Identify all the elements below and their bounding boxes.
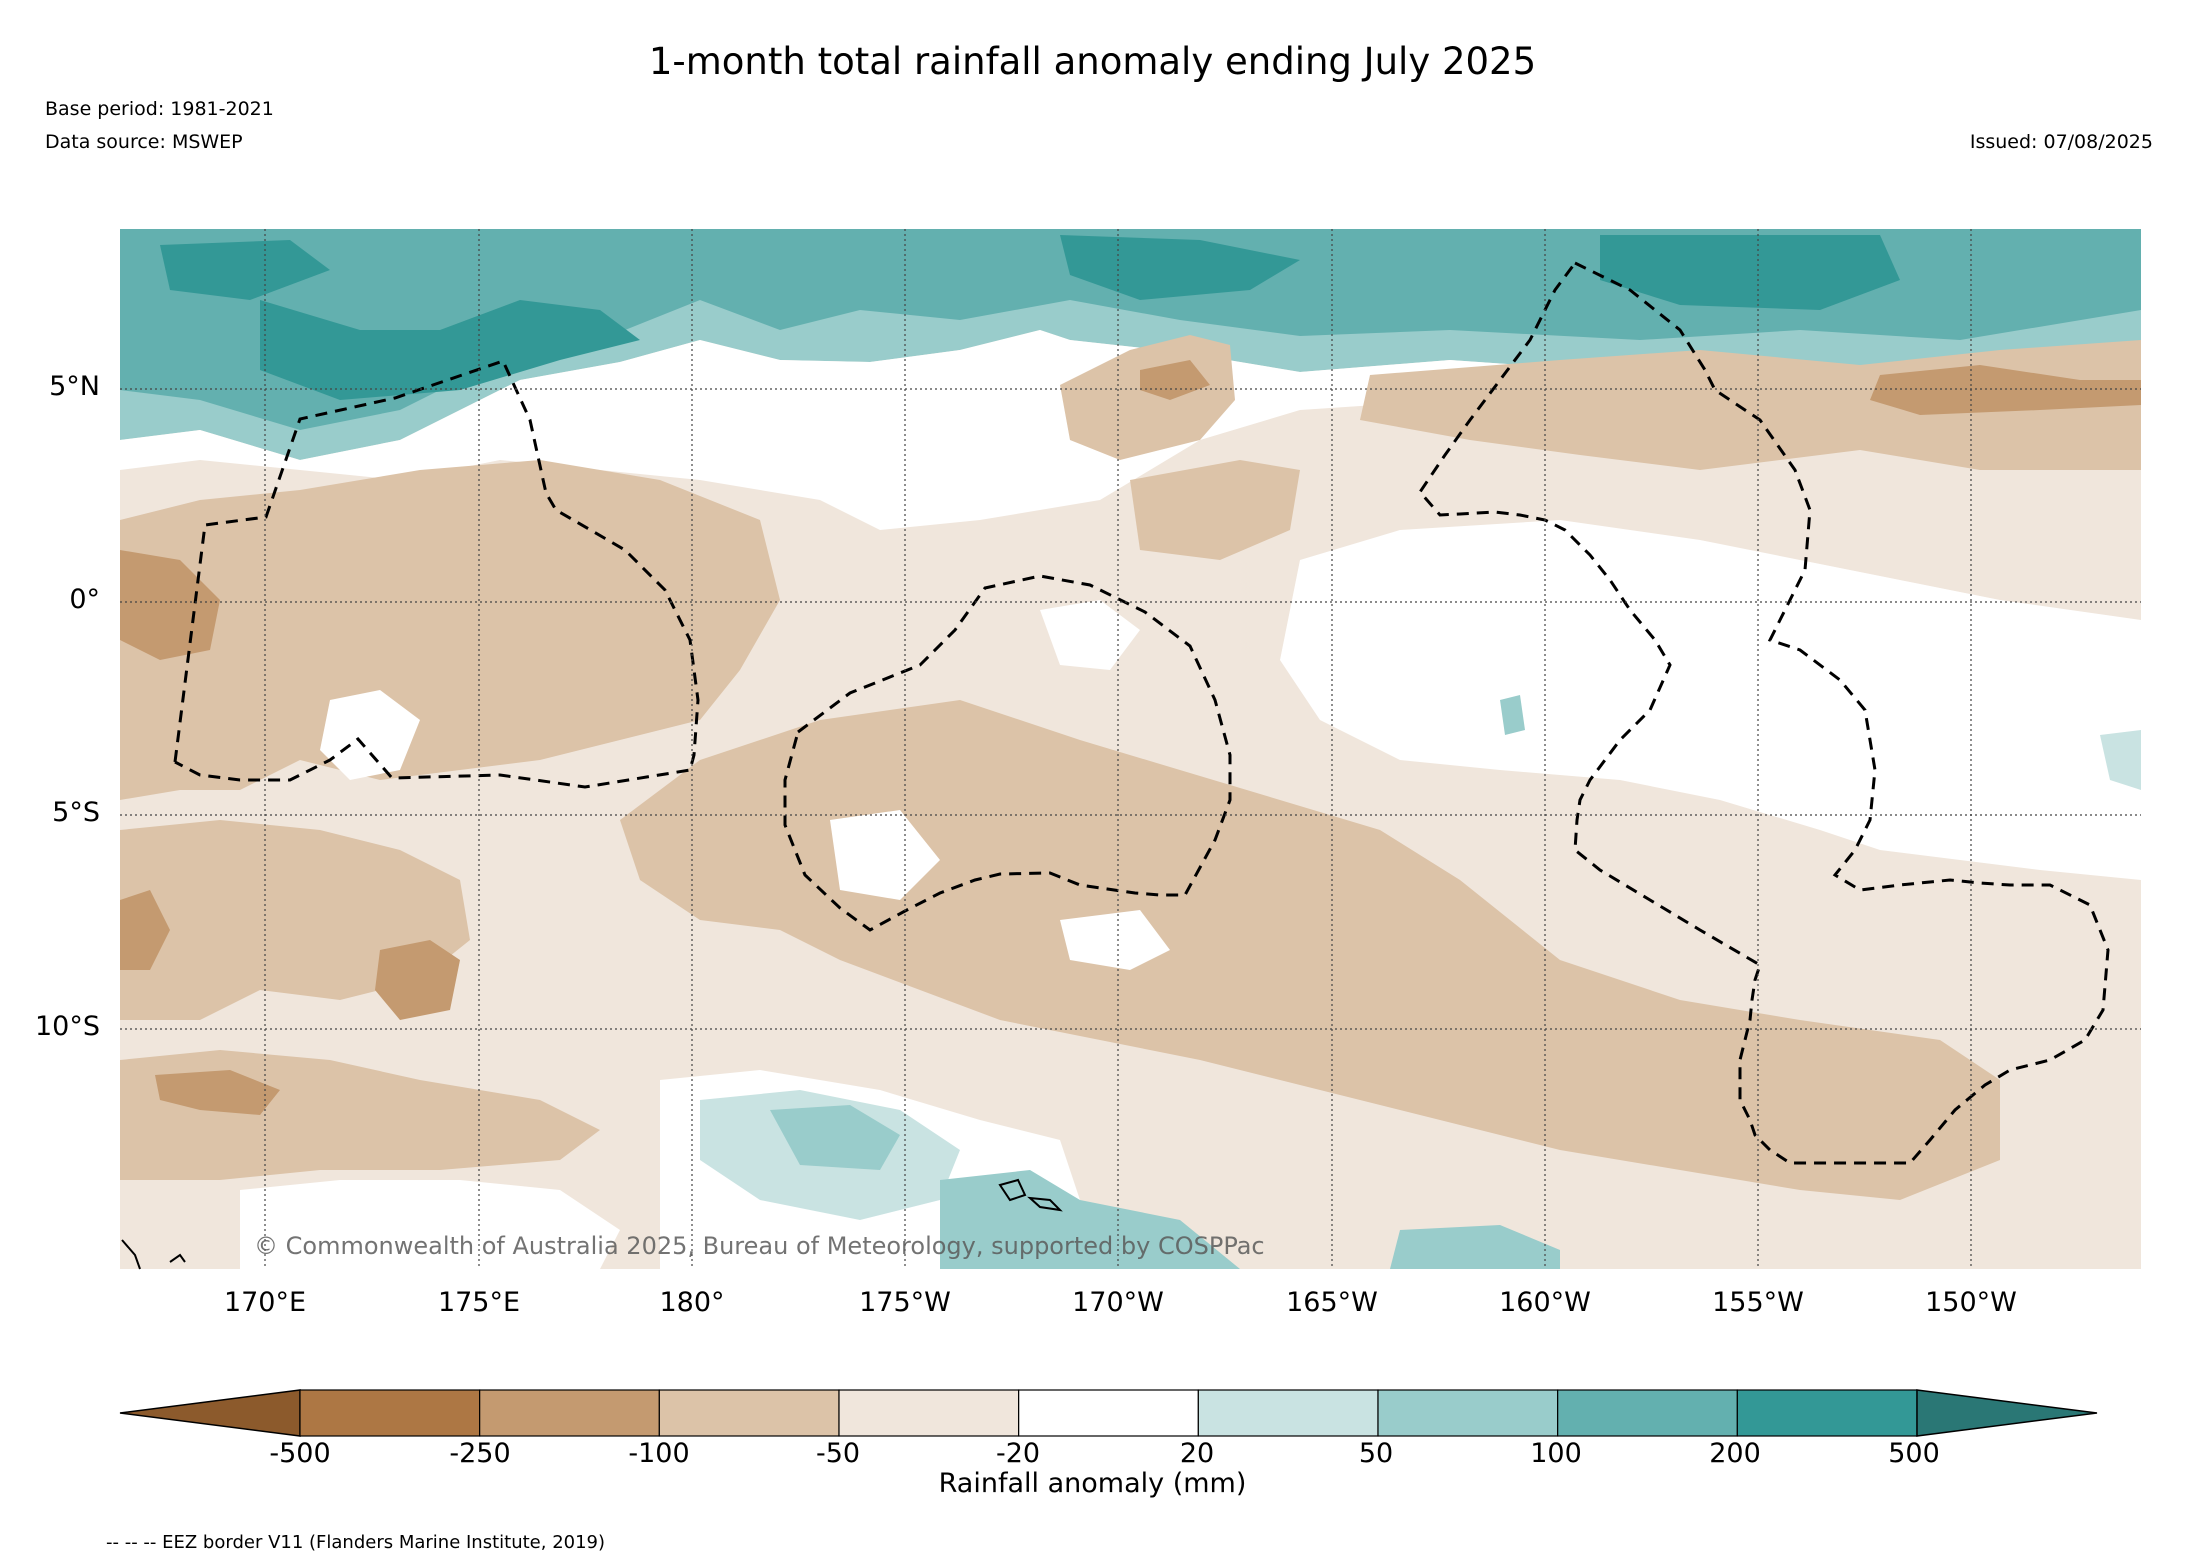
dry-core-southwest bbox=[120, 890, 170, 970]
colorbar-extend-high bbox=[1916, 1389, 2098, 1437]
lon-label-180: 180° bbox=[659, 1287, 725, 1318]
island-outlines bbox=[121, 1178, 1063, 1270]
eez-borders bbox=[173, 261, 2110, 1165]
lon-label-170e: 170°E bbox=[223, 1287, 307, 1318]
island-tuvalu bbox=[169, 1253, 186, 1263]
copyright-notice: © Commonwealth of Australia 2025, Bureau… bbox=[254, 1232, 1265, 1260]
dry-patch-north-3 bbox=[1140, 360, 1210, 400]
eez-footnote: -- -- -- EEZ border V11 (Flanders Marine… bbox=[106, 1532, 606, 1553]
map-gridlines bbox=[120, 229, 2141, 1269]
lat-label-5s: 5°S bbox=[52, 797, 100, 828]
base-period: Base period: 1981-2021 bbox=[45, 98, 274, 120]
colorbar-segment bbox=[1197, 1389, 1379, 1437]
lon-label-150w: 150°W bbox=[1925, 1287, 2017, 1318]
colorbar-tick: 100 bbox=[1530, 1438, 1582, 1469]
colorbar-tick: 200 bbox=[1709, 1438, 1761, 1469]
dry-diagonal-central bbox=[620, 700, 2000, 1200]
data-source: Data source: MSWEP bbox=[45, 131, 243, 153]
neutral-hole-1 bbox=[1040, 600, 1140, 670]
island-samoa-1 bbox=[998, 1178, 1027, 1202]
colorbar-title: Rainfall anomaly (mm) bbox=[938, 1468, 1247, 1499]
neutral-hole-3 bbox=[830, 810, 940, 900]
wet-patch-south-1b bbox=[770, 1105, 900, 1170]
colorbar-segment bbox=[1377, 1389, 1559, 1437]
lat-label-5n: 5°N bbox=[49, 371, 100, 402]
colorbar-segment bbox=[1736, 1389, 1918, 1437]
colorbar-tick: 500 bbox=[1888, 1438, 1940, 1469]
island-samoa-2 bbox=[1027, 1196, 1063, 1212]
dry-core-west-2 bbox=[375, 940, 460, 1020]
dry-core-west bbox=[120, 550, 220, 660]
colorbar-tick: -50 bbox=[815, 1438, 861, 1469]
eez-border-kiribati-gilberts bbox=[173, 359, 700, 789]
wet-patch-south-2 bbox=[940, 1170, 1240, 1269]
wet-band-north-core-east2 bbox=[1600, 235, 1900, 310]
lon-label-155w: 155°W bbox=[1712, 1287, 1804, 1318]
lon-label-175e: 175°E bbox=[437, 1287, 521, 1318]
lat-label-10s: 10°S bbox=[35, 1011, 100, 1042]
colorbar-extend-low bbox=[119, 1389, 301, 1437]
colorbar-segment bbox=[838, 1389, 1020, 1437]
lon-label-165w: 165°W bbox=[1286, 1287, 1378, 1318]
eez-border-phoenix bbox=[783, 574, 1232, 932]
map-field bbox=[120, 229, 2141, 1269]
neutral-south-west bbox=[240, 1180, 620, 1269]
wet-spot-centre bbox=[1500, 695, 1525, 735]
lon-label-160w: 160°W bbox=[1499, 1287, 1591, 1318]
colorbar-tick: 50 bbox=[1358, 1438, 1394, 1469]
lon-label-175w: 175°W bbox=[859, 1287, 951, 1318]
colorbar-tick: 20 bbox=[1179, 1438, 1215, 1469]
colorbar-tick: -250 bbox=[449, 1438, 511, 1469]
colorbar-segment bbox=[658, 1389, 840, 1437]
neutral-hole-2 bbox=[1060, 910, 1170, 970]
neutral-east-region bbox=[1280, 520, 2141, 880]
wet-spot-east bbox=[2100, 730, 2141, 790]
colorbar-tick: -20 bbox=[995, 1438, 1041, 1469]
colorbar-segment bbox=[299, 1389, 481, 1437]
wet-patch-south-3 bbox=[1390, 1225, 1560, 1269]
neutral-pocket-west bbox=[320, 690, 420, 780]
map-title: 1-month total rainfall anomaly ending Ju… bbox=[648, 40, 1537, 83]
lat-label-0: 0° bbox=[69, 584, 100, 615]
dry-core-south-west bbox=[155, 1070, 280, 1115]
wet-band-north-core bbox=[260, 300, 640, 400]
colorbar-tick: -100 bbox=[628, 1438, 690, 1469]
colorbar-segment bbox=[479, 1389, 660, 1437]
island-fiji bbox=[121, 1239, 141, 1270]
issued-date: Issued: 07/08/2025 bbox=[1969, 131, 2153, 153]
colorbar bbox=[119, 1389, 2098, 1437]
lon-label-170w: 170°W bbox=[1072, 1287, 1164, 1318]
dry-patch-north-2b bbox=[1870, 365, 2141, 415]
colorbar-tick: -500 bbox=[269, 1438, 331, 1469]
wet-band-north-core-east bbox=[1060, 235, 1300, 300]
dry-mass-centre-north bbox=[1130, 460, 1300, 560]
wet-core-west bbox=[160, 240, 330, 300]
colorbar-segment bbox=[1018, 1389, 1199, 1437]
colorbar-segment bbox=[1557, 1389, 1738, 1437]
